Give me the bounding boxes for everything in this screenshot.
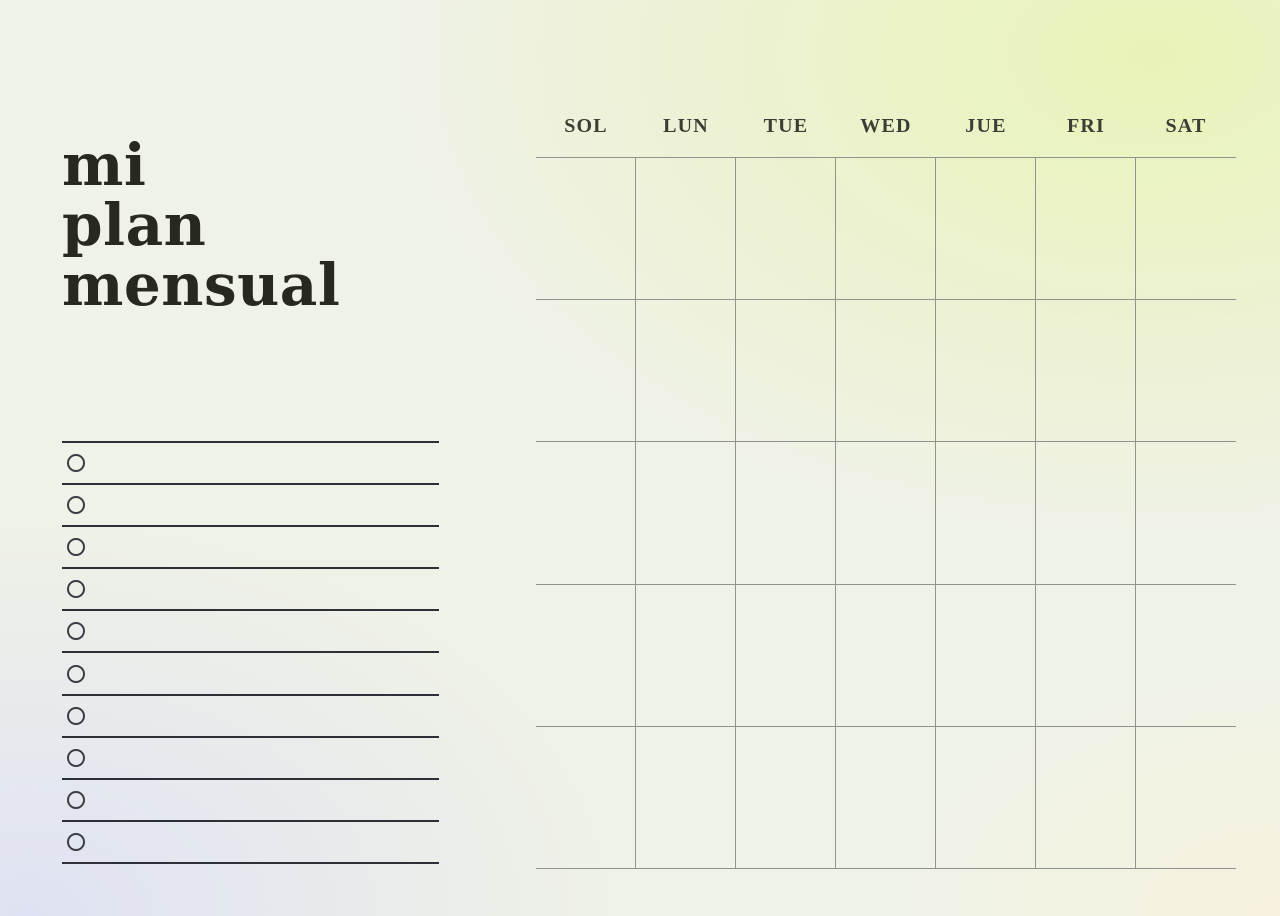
calendar-week-row [536,157,1236,300]
day-header-sol: SOL [564,114,608,137]
calendar-week-row [536,583,1236,726]
todo-row[interactable] [62,696,439,738]
page-title: mi plan mensual [62,135,340,315]
day-header-jue: JUE [965,114,1007,137]
calendar-day-cell[interactable] [936,300,1036,442]
calendar-day-cell[interactable] [636,442,736,584]
todo-row[interactable] [62,527,439,570]
calendar-day-cell[interactable] [1036,584,1136,726]
calendar-day-cell[interactable] [636,584,736,726]
calendar-day-cell[interactable] [1136,585,1236,726]
todo-row[interactable] [62,611,439,654]
calendar-day-cell[interactable] [736,442,836,584]
todo-row[interactable] [62,485,439,528]
calendar-day-cell[interactable] [1036,158,1136,300]
checkbox-circle-icon[interactable] [67,538,85,557]
checkbox-circle-icon[interactable] [67,454,85,473]
checkbox-circle-icon[interactable] [67,790,85,809]
todo-row[interactable] [62,738,439,780]
todo-row[interactable] [62,569,439,612]
calendar-day-cell[interactable] [736,300,836,442]
calendar-day-cell[interactable] [936,584,1036,726]
calendar-day-cell[interactable] [1136,158,1236,299]
calendar-day-cell[interactable] [1036,300,1136,442]
day-header-fri: FRI [1066,114,1106,137]
calendar-day-cell[interactable] [1036,726,1136,868]
checkbox-circle-icon[interactable] [67,622,85,641]
calendar-day-cell[interactable] [536,726,636,868]
todo-row[interactable] [62,443,439,486]
checkbox-circle-icon[interactable] [67,580,85,599]
calendar-day-cell[interactable] [736,726,836,868]
calendar-day-cell[interactable] [836,726,936,868]
calendar-day-cell[interactable] [536,300,636,442]
calendar: SOL LUN TUE WED JUE FRI SAT [536,95,1236,869]
calendar-day-cell[interactable] [636,726,736,868]
page-title-line: mensual [62,250,341,319]
calendar-day-cell[interactable] [836,300,936,442]
calendar-day-cell[interactable] [936,726,1036,868]
calendar-week-row [536,441,1236,584]
day-header-lun: LUN [663,114,709,137]
todo-list [62,441,439,864]
calendar-day-cell[interactable] [1136,300,1236,441]
calendar-day-cell[interactable] [536,584,636,726]
checkbox-circle-icon[interactable] [67,706,85,725]
checkbox-circle-icon[interactable] [67,496,85,515]
calendar-day-cell[interactable] [1136,442,1236,583]
checkbox-circle-icon[interactable] [67,832,85,851]
calendar-grid [536,157,1236,869]
day-header-sat: SAT [1165,114,1207,137]
calendar-day-cell[interactable] [1036,442,1136,584]
calendar-day-cell[interactable] [536,442,636,584]
calendar-day-cell[interactable] [836,442,936,584]
calendar-day-cell[interactable] [836,158,936,300]
page-title-line: plan [62,190,207,259]
todo-row[interactable] [62,653,439,696]
calendar-day-cell[interactable] [936,442,1036,584]
todo-row[interactable] [62,822,439,864]
page-title-line: mi [62,130,147,199]
day-header-wed: WED [860,114,912,137]
day-header-tue: TUE [763,114,809,137]
calendar-day-cell[interactable] [836,584,936,726]
calendar-day-cell[interactable] [1136,727,1236,868]
calendar-day-cell[interactable] [736,584,836,726]
calendar-day-cell[interactable] [736,158,836,300]
calendar-day-cell[interactable] [636,300,736,442]
checkbox-circle-icon[interactable] [67,748,85,767]
calendar-day-cell[interactable] [936,158,1036,300]
calendar-day-cell[interactable] [536,158,636,300]
calendar-week-row [536,299,1236,442]
checkbox-circle-icon[interactable] [67,664,85,683]
calendar-day-headers: SOL LUN TUE WED JUE FRI SAT [536,95,1236,157]
calendar-day-cell[interactable] [636,158,736,300]
calendar-week-row [536,725,1236,868]
todo-row[interactable] [62,780,439,822]
